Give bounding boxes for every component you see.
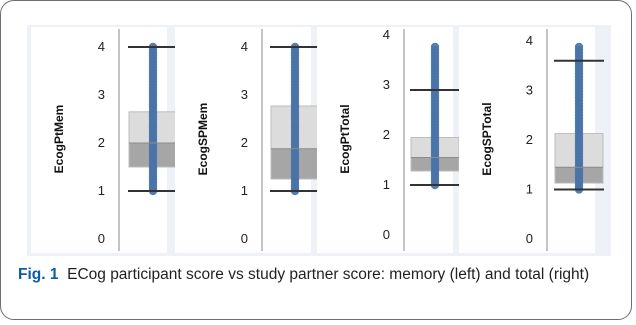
y-tick-label-ecogspmem-1: 1: [241, 183, 248, 198]
y-tick-label-ecogpttotal-1: 1: [383, 177, 390, 192]
y-tick-label-ecogptmem-1: 1: [98, 183, 105, 198]
y-tick-label-ecogpttotal-2: 2: [383, 127, 390, 142]
data-points-ecogptmem: [148, 42, 158, 196]
y-tick-label-ecogsptotal-1: 1: [526, 182, 533, 197]
y-axis-title-ecogptmem: EcogPtMem: [52, 105, 66, 174]
y-tick-label-ecogsptotal-0: 0: [526, 231, 533, 246]
y-axis-title-ecogspmem: EcogSPMem: [196, 103, 210, 176]
y-axis-title-ecogsptotal: EcogSPTotal: [480, 102, 494, 175]
y-tick-label-ecogspmem-3: 3: [241, 87, 248, 102]
data-points-ecogspmem: [290, 42, 300, 196]
y-tick-label-ecogptmem-3: 3: [98, 87, 105, 102]
y-tick-label-ecogpttotal-0: 0: [383, 227, 390, 242]
y-tick-label-ecogsptotal-2: 2: [526, 132, 533, 147]
figure-frame: EcogPtMem 0 1 2 3 4 EcogSPMem 0 1 2 3 4 EcogPtTotal 0…: [0, 0, 632, 320]
y-tick-label-ecogsptotal-3: 3: [526, 83, 533, 98]
data-points-ecogsptotal: [574, 42, 584, 194]
data-point: [574, 42, 584, 52]
y-tick-label-ecogpttotal-3: 3: [383, 77, 390, 92]
y-tick-label-ecogptmem-4: 4: [98, 39, 105, 54]
y-tick-label-ecogptmem-0: 0: [98, 231, 105, 246]
y-tick-label-ecogspmem-2: 2: [241, 135, 248, 150]
figure-caption: Fig. 1 ECog participant score vs study p…: [18, 264, 618, 286]
y-axis-title-ecogpttotal: EcogPtTotal: [338, 104, 352, 173]
y-tick-label-ecogptmem-2: 2: [98, 135, 105, 150]
boxplot-figure: EcogPtMem 0 1 2 3 4 EcogSPMem 0 1 2 3 4 EcogPtTotal 0…: [27, 25, 611, 256]
data-point: [430, 42, 440, 52]
figure-label: Fig. 1: [18, 266, 59, 283]
boxplot-panels: EcogPtMem 0 1 2 3 4 EcogSPMem 0 1 2 3 4 EcogPtTotal 0…: [31, 27, 604, 253]
caption-text: ECog participant score vs study partner …: [67, 266, 590, 283]
y-tick-label-ecogspmem-4: 4: [241, 39, 248, 54]
y-tick-label-ecogpttotal-4: 4: [383, 27, 390, 42]
y-tick-label-ecogsptotal-4: 4: [526, 33, 533, 48]
y-tick-label-ecogspmem-0: 0: [241, 231, 248, 246]
data-points-ecogpttotal: [430, 42, 440, 190]
